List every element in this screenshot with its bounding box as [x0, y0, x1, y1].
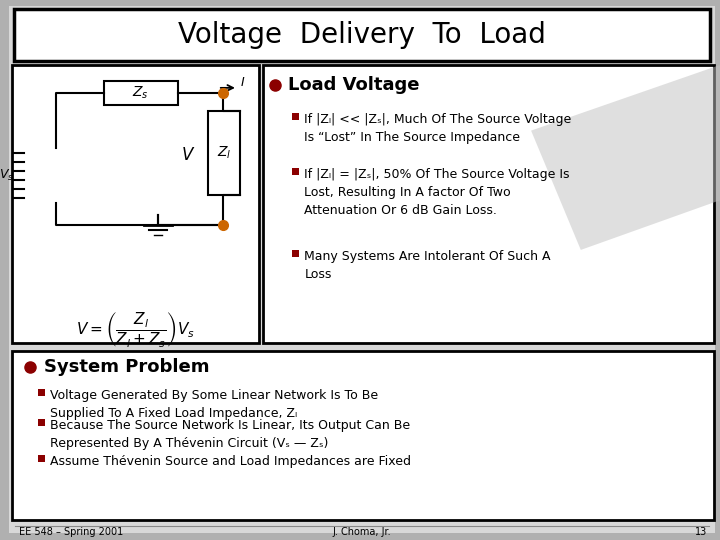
Text: 13: 13 — [695, 527, 707, 537]
Text: If |Zₗ| = |Zₛ|, 50% Of The Source Voltage Is
Lost, Resulting In A factor Of Two
: If |Zₗ| = |Zₛ|, 50% Of The Source Voltag… — [305, 168, 570, 218]
Text: $Z_s$: $Z_s$ — [132, 85, 149, 101]
Text: Voltage Generated By Some Linear Network Is To Be
Supplied To A Fixed Load Imped: Voltage Generated By Some Linear Network… — [50, 389, 378, 420]
FancyBboxPatch shape — [38, 419, 45, 426]
Text: Assume Thévenin Source and Load Impedances are Fixed: Assume Thévenin Source and Load Impedanc… — [50, 455, 411, 468]
FancyBboxPatch shape — [104, 81, 178, 105]
Text: $I$: $I$ — [240, 76, 245, 90]
Text: Because The Source Network Is Linear, Its Output Can Be
Represented By A Théveni: Because The Source Network Is Linear, It… — [50, 419, 410, 450]
Text: Voltage  Delivery  To  Load: Voltage Delivery To Load — [178, 21, 546, 49]
Circle shape — [28, 147, 84, 203]
FancyBboxPatch shape — [292, 113, 300, 120]
Text: EE 548 – Spring 2001: EE 548 – Spring 2001 — [19, 527, 123, 537]
Text: $V_s$: $V_s$ — [0, 168, 14, 183]
FancyBboxPatch shape — [263, 65, 714, 343]
Text: $V$: $V$ — [181, 146, 195, 165]
Text: Many Systems Are Intolerant Of Such A
Loss: Many Systems Are Intolerant Of Such A Lo… — [305, 250, 551, 281]
FancyBboxPatch shape — [38, 455, 45, 462]
Text: System Problem: System Problem — [44, 358, 210, 376]
FancyBboxPatch shape — [12, 352, 714, 521]
FancyBboxPatch shape — [38, 389, 45, 396]
Text: $Z_l$: $Z_l$ — [217, 145, 231, 161]
FancyBboxPatch shape — [12, 65, 258, 343]
Text: If |Zₗ| << |Zₛ|, Much Of The Source Voltage
Is “Lost” In The Source Impedance: If |Zₗ| << |Zₛ|, Much Of The Source Volt… — [305, 113, 572, 144]
Text: $V = \left(\dfrac{Z_l}{Z_l + Z_s}\right) V_s$: $V = \left(\dfrac{Z_l}{Z_l + Z_s}\right)… — [76, 309, 195, 349]
FancyBboxPatch shape — [208, 111, 240, 195]
Text: Load Voltage: Load Voltage — [289, 76, 420, 94]
FancyBboxPatch shape — [292, 168, 300, 176]
FancyBboxPatch shape — [9, 6, 715, 534]
FancyBboxPatch shape — [14, 9, 710, 61]
FancyBboxPatch shape — [292, 250, 300, 257]
Polygon shape — [531, 65, 720, 250]
Text: J. Choma, Jr.: J. Choma, Jr. — [333, 527, 392, 537]
